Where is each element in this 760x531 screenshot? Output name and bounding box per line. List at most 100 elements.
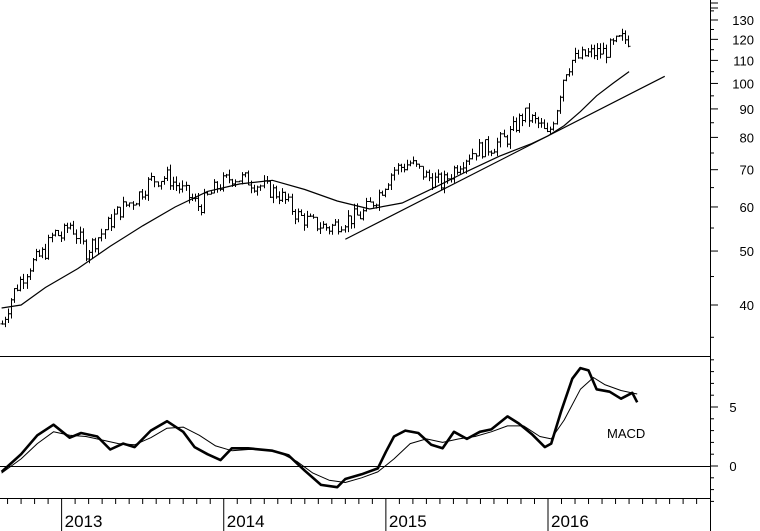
ohlc-bar	[62, 223, 67, 241]
ohlc-bar	[417, 163, 422, 169]
ohlc-bar	[283, 191, 288, 204]
price-tick-label: 40	[740, 298, 754, 313]
ohlc-bar	[598, 43, 603, 59]
ohlc-bar	[414, 160, 419, 167]
ohlc-bar	[502, 129, 507, 138]
ohlc-bar	[258, 184, 263, 191]
price-bars	[0, 28, 631, 328]
ohlc-bar	[570, 59, 575, 76]
macd-line	[0, 366, 639, 489]
ohlc-bar	[604, 44, 609, 64]
ohlc-bar	[555, 109, 560, 125]
ohlc-bar	[433, 172, 438, 188]
ohlc-bar	[78, 226, 83, 244]
ohlc-bar	[305, 210, 310, 228]
ohlc-bar	[608, 38, 613, 58]
ohlc-bar	[21, 273, 26, 289]
ohlc-bar	[349, 215, 354, 229]
price-tick-label: 130	[732, 13, 754, 28]
price-tick-label: 70	[740, 163, 754, 178]
macd-signal-line	[1, 377, 638, 483]
ohlc-bar	[50, 232, 55, 243]
ohlc-bar	[6, 308, 11, 323]
ohlc-bar	[199, 204, 204, 216]
macd-tick-label: 0	[729, 459, 736, 474]
ohlc-bar	[124, 201, 129, 207]
price-tick-label: 120	[732, 32, 754, 47]
ohlc-bar	[542, 119, 547, 130]
ohlc-bar	[121, 196, 126, 218]
ohlc-bar	[43, 243, 48, 260]
ohlc-bar	[511, 116, 516, 131]
price-tick-label: 60	[740, 200, 754, 215]
ohlc-bar	[327, 226, 332, 235]
ohlc-bar	[90, 238, 95, 259]
ohlc-bar	[177, 182, 182, 194]
ohlc-bar	[56, 229, 61, 237]
ohlc-bar	[564, 74, 569, 82]
price-tick-label: 80	[740, 130, 754, 145]
ohlc-bar	[84, 239, 89, 262]
ohlc-bar	[533, 112, 538, 124]
ohlc-bar	[458, 165, 463, 174]
ohlc-bar	[174, 176, 179, 192]
ohlc-bar	[277, 191, 282, 205]
ohlc-bar	[112, 208, 117, 229]
ohlc-bar	[358, 211, 363, 220]
ohlc-bar	[71, 220, 76, 235]
ohlc-bar	[152, 176, 157, 188]
ohlc-bar	[3, 316, 8, 328]
ohlc-bar	[296, 208, 301, 223]
ohlc-bar	[470, 148, 475, 160]
ohlc-bar	[74, 229, 79, 244]
ohlc-bar	[368, 197, 373, 203]
ohlc-bar	[215, 181, 220, 193]
ohlc-bar	[227, 169, 232, 184]
ohlc-bar	[421, 165, 426, 180]
ohlc-bar	[280, 188, 285, 203]
ohlc-bar	[592, 44, 597, 60]
ohlc-bar	[127, 202, 132, 208]
ohlc-bar	[165, 166, 170, 181]
price-tick-label: 110	[733, 53, 754, 68]
ohlc-bar	[268, 179, 273, 199]
ohlc-bar	[548, 126, 553, 134]
ohlc-bar	[611, 38, 616, 45]
macd-label: MACD	[607, 426, 645, 441]
ohlc-bar	[436, 169, 441, 183]
price-tick-label: 50	[740, 244, 754, 259]
ohlc-bar	[171, 176, 176, 190]
ohlc-bar	[286, 193, 291, 202]
trendline	[345, 75, 666, 240]
ohlc-bar	[561, 79, 566, 102]
ohlc-bar	[505, 134, 510, 148]
ohlc-bar	[623, 30, 628, 44]
ohlc-bar	[240, 172, 245, 185]
price-tick-label: 90	[740, 102, 754, 117]
macd-tick-label: 5	[729, 400, 736, 415]
ohlc-bar	[137, 191, 142, 207]
moving-average-line	[1, 71, 630, 309]
ohlc-bar	[233, 179, 238, 188]
price-tick-label: 100	[732, 76, 754, 91]
ohlc-bar	[180, 180, 185, 193]
ohlc-bar	[445, 172, 450, 184]
year-label: 2014	[227, 512, 265, 531]
ohlc-bar	[545, 122, 550, 133]
ohlc-bar	[352, 203, 357, 229]
macd-axis: 05	[710, 359, 737, 502]
ohlc-bar	[46, 234, 51, 260]
ohlc-bar	[595, 43, 600, 61]
ohlc-bar	[486, 136, 491, 156]
ohlc-bar	[455, 165, 460, 175]
ohlc-bar	[520, 113, 525, 127]
ohlc-bar	[517, 113, 522, 133]
ohlc-bar	[620, 28, 625, 41]
ohlc-bar	[567, 68, 572, 77]
ohlc-bar	[492, 148, 497, 154]
ohlc-bar	[523, 107, 528, 123]
year-label: 2016	[551, 512, 589, 531]
ohlc-bar	[118, 206, 123, 221]
